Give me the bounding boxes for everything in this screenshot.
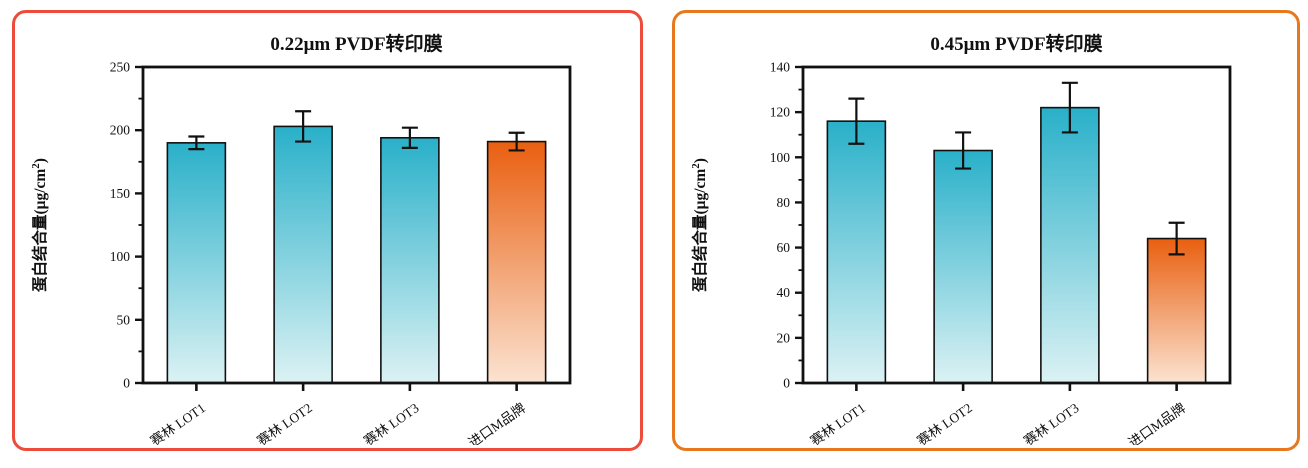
error-bar bbox=[1168, 221, 1185, 256]
y-tick-label: 50 bbox=[117, 312, 131, 327]
bars-group bbox=[826, 81, 1207, 384]
error-bar bbox=[848, 97, 865, 145]
bar bbox=[933, 149, 993, 384]
y-tick-label: 250 bbox=[110, 60, 131, 75]
panel-0.22um-chart: 0.22μm PVDF转印膜 0 50 100 150 200 250 赛林 LOT1 赛林 … bbox=[12, 10, 643, 451]
x-tick-label: 赛林 LOT3 bbox=[361, 400, 422, 445]
y-tick-label: 100 bbox=[770, 150, 791, 165]
error-bar bbox=[401, 126, 418, 149]
y-tick-label: 100 bbox=[110, 249, 131, 264]
y-tick-label: 20 bbox=[777, 330, 791, 345]
y-tick-label: 60 bbox=[777, 240, 791, 255]
bar bbox=[1146, 237, 1207, 384]
x-axis: 赛林 LOT1 赛林 LOT2 赛林 LOT3 进口M品牌 bbox=[148, 383, 528, 450]
y-axis: 0 20 40 60 80 100 120 140 bbox=[770, 60, 803, 391]
bars-group bbox=[166, 110, 547, 384]
error-bar bbox=[508, 131, 525, 152]
error-bar bbox=[188, 135, 205, 151]
plot-frame bbox=[141, 65, 572, 385]
chart-svg: 0 20 40 60 80 100 120 140 赛林 LOT1 赛林 LOT2 赛林 LOT3 进… bbox=[690, 60, 1232, 450]
y-tick-label: 140 bbox=[770, 60, 791, 75]
x-tick-label: 赛林 LOT1 bbox=[808, 400, 869, 445]
x-tick-label: 进口M品牌 bbox=[465, 399, 528, 445]
y-axis-title: 蛋白结合量(μg/cm2) bbox=[30, 158, 49, 292]
x-tick-label: 赛林 LOT2 bbox=[254, 400, 315, 445]
chart-title-0.45um: 0.45μm PVDF转印膜 bbox=[930, 34, 1103, 55]
error-bar bbox=[955, 131, 972, 170]
chart-svg: 0 50 100 150 200 250 赛林 LOT1 赛林 LOT2 赛林 LOT3 进口M品… bbox=[30, 60, 572, 450]
chart-title-0.22um: 0.22μm PVDF转印膜 bbox=[270, 34, 443, 55]
x-tick-label: 赛林 LOT2 bbox=[914, 400, 975, 445]
panel-0.45um-chart: 0.45μm PVDF转印膜 0 20 40 60 80 100 120 140 赛林 LOT1… bbox=[672, 10, 1300, 451]
x-tick-label: 赛林 LOT3 bbox=[1021, 400, 1082, 445]
bar bbox=[273, 125, 333, 384]
bar bbox=[486, 140, 547, 384]
plot-frame bbox=[801, 65, 1232, 385]
y-tick-label: 150 bbox=[110, 186, 131, 201]
y-tick-label: 80 bbox=[777, 195, 791, 210]
bar bbox=[1040, 106, 1100, 384]
y-tick-label: 120 bbox=[770, 105, 791, 120]
x-tick-label: 赛林 LOT1 bbox=[148, 400, 209, 445]
y-axis: 0 50 100 150 200 250 bbox=[110, 60, 143, 391]
error-bar bbox=[295, 110, 312, 143]
x-axis: 赛林 LOT1 赛林 LOT2 赛林 LOT3 进口M品牌 bbox=[808, 383, 1188, 450]
plot-area-0.22um: 0 50 100 150 200 250 赛林 LOT1 赛林 LOT2 赛林 LOT3 进口M品… bbox=[15, 13, 637, 450]
y-tick-label: 0 bbox=[123, 376, 130, 391]
x-tick-label: 进口M品牌 bbox=[1125, 399, 1188, 445]
bar bbox=[166, 142, 227, 384]
y-tick-label: 40 bbox=[777, 285, 791, 300]
y-tick-label: 200 bbox=[110, 123, 131, 138]
y-tick-label: 0 bbox=[783, 376, 790, 391]
bar bbox=[826, 120, 887, 384]
error-bar bbox=[1061, 81, 1078, 134]
y-axis-title: 蛋白结合量(μg/cm2) bbox=[690, 158, 709, 292]
plot-area-0.45um: 0 20 40 60 80 100 120 140 赛林 LOT1 赛林 LOT2 赛林 LOT3 进… bbox=[675, 13, 1297, 450]
bar bbox=[380, 136, 440, 384]
